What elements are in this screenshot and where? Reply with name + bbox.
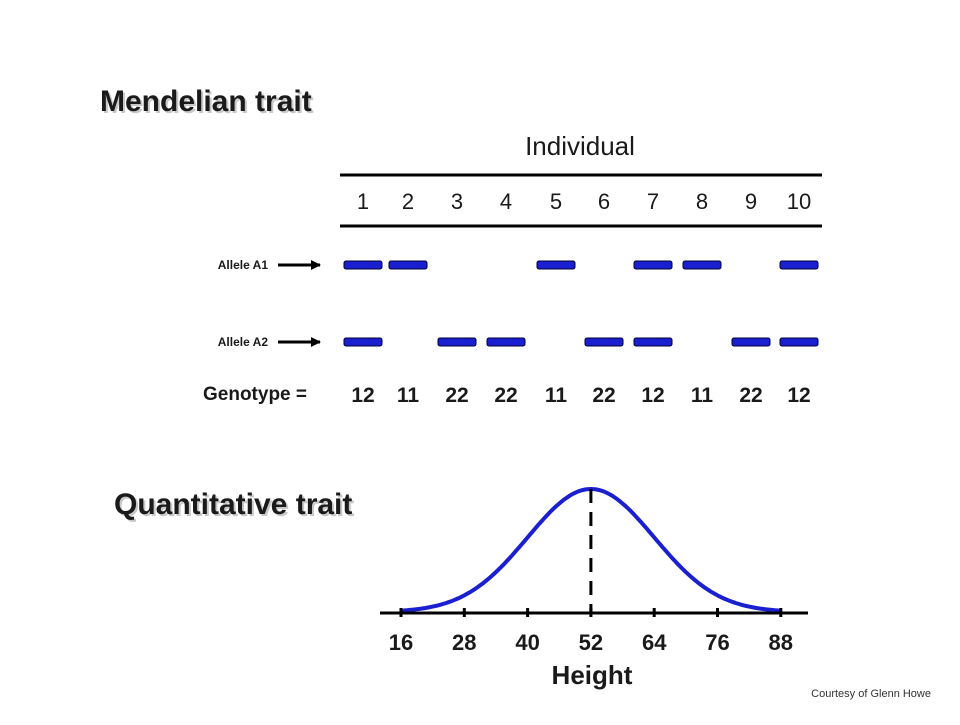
height-ticks: 16 28 40 52 64 76 88 xyxy=(389,608,793,655)
genotype-value: 12 xyxy=(351,384,374,407)
individual-number: 7 xyxy=(647,189,659,214)
allele-a1-bar xyxy=(682,260,722,270)
genotype-value: 11 xyxy=(691,384,714,407)
individual-number: 4 xyxy=(500,189,512,214)
allele-a1-bar xyxy=(536,260,576,270)
individual-number: 5 xyxy=(550,189,562,214)
height-tick-label: 28 xyxy=(452,630,476,655)
allele-a1-bar xyxy=(633,260,673,270)
genotype-value: 22 xyxy=(494,384,517,407)
allele-a1-bars xyxy=(343,260,819,270)
height-tick-label: 52 xyxy=(579,630,603,655)
allele-a2-bar xyxy=(779,337,819,347)
allele-a1-bar xyxy=(343,260,383,270)
height-tick-label: 16 xyxy=(389,630,413,655)
genotype-value: 12 xyxy=(787,384,810,407)
individual-number: 6 xyxy=(598,189,610,214)
allele-a1-bar xyxy=(388,260,428,270)
individual-label: Individual xyxy=(525,131,635,161)
individual-number: 9 xyxy=(745,189,757,214)
allele-a2-bar xyxy=(731,337,771,347)
allele-a2-bar xyxy=(584,337,624,347)
allele-a2-bar xyxy=(486,337,526,347)
individual-numbers: 1 2 3 4 5 6 7 8 9 10 xyxy=(357,189,811,214)
allele-a1-label: Allele A1 xyxy=(218,258,269,272)
mendelian-title: Mendelian trait xyxy=(100,85,312,118)
genotype-label: Genotype = xyxy=(203,384,307,405)
allele-a2-bar xyxy=(437,337,477,347)
individual-number: 10 xyxy=(787,189,811,214)
individual-number: 2 xyxy=(402,189,414,214)
individual-number: 8 xyxy=(696,189,708,214)
genotype-value: 12 xyxy=(641,384,664,407)
credit-text: Courtesy of Glenn Howe xyxy=(811,688,931,700)
quantitative-title: Quantitative trait xyxy=(114,488,352,521)
height-axis-label: Height xyxy=(552,660,633,690)
allele-a2-bars xyxy=(343,337,819,347)
genotype-value: 22 xyxy=(592,384,615,407)
allele-a2-label: Allele A2 xyxy=(218,335,269,349)
height-tick-label: 88 xyxy=(769,630,793,655)
mendelian-title-shadow: Mendelian trait xyxy=(102,87,314,120)
height-tick-label: 64 xyxy=(642,630,667,655)
height-tick-label: 40 xyxy=(515,630,539,655)
height-tick-label: 76 xyxy=(705,630,729,655)
genotype-value: 11 xyxy=(545,384,568,407)
quantitative-title-shadow: Quantitative trait xyxy=(116,490,354,523)
individual-number: 1 xyxy=(357,189,369,214)
allele-a2-bar xyxy=(343,337,383,347)
allele-a1-bar xyxy=(779,260,819,270)
genotype-value: 11 xyxy=(397,384,420,407)
genotype-value: 22 xyxy=(739,384,762,407)
allele-a2-bar xyxy=(633,337,673,347)
genotype-value: 22 xyxy=(445,384,468,407)
genotype-values: 12 11 22 22 11 22 12 11 22 12 xyxy=(351,384,810,407)
individual-number: 3 xyxy=(451,189,463,214)
